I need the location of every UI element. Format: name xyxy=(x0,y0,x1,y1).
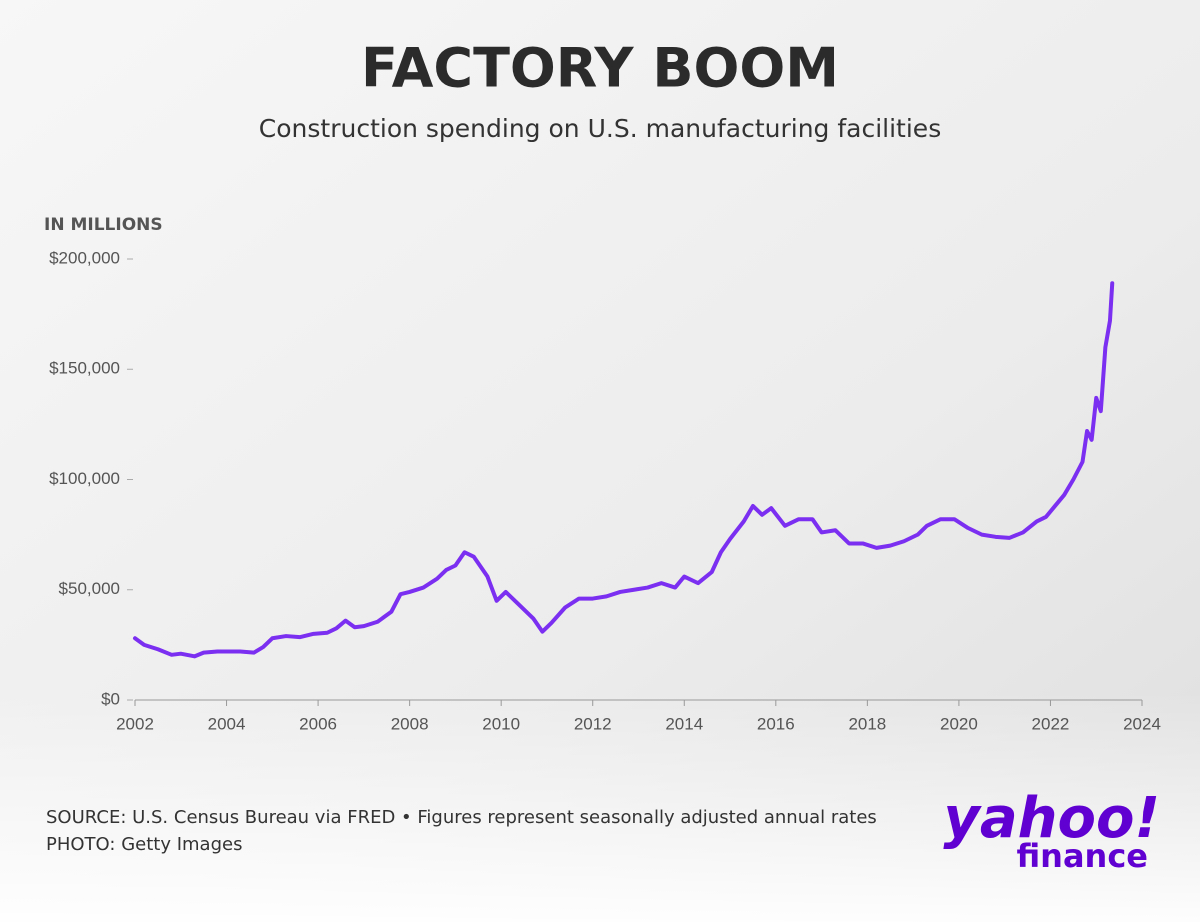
source-note: SOURCE: U.S. Census Bureau via FRED • Fi… xyxy=(46,807,877,828)
y-tick-label: $100,000 xyxy=(49,469,120,488)
x-tick-label: 2006 xyxy=(299,714,337,733)
x-tick-label: 2016 xyxy=(757,714,795,733)
x-tick-label: 2020 xyxy=(940,714,978,733)
y-tick-label: $150,000 xyxy=(49,359,120,378)
x-tick-label: 2014 xyxy=(665,714,703,733)
chart-subtitle: Construction spending on U.S. manufactur… xyxy=(259,114,941,143)
logo-brand: yahoo! xyxy=(943,786,1160,851)
data-line xyxy=(133,281,1115,659)
chart-title: FACTORY BOOM xyxy=(361,37,839,100)
x-tick-label: 2024 xyxy=(1123,714,1161,733)
x-tick-label: 2004 xyxy=(208,714,246,733)
x-tick-label: 2012 xyxy=(574,714,612,733)
x-tick-label: 2018 xyxy=(848,714,886,733)
x-tick-label: 2008 xyxy=(391,714,429,733)
y-tick-label: $50,000 xyxy=(59,579,120,598)
y-axis-label: IN MILLIONS xyxy=(44,215,163,235)
logo-product: finance xyxy=(1016,837,1148,875)
y-tick-label: $0 xyxy=(101,689,120,708)
y-tick-label: $200,000 xyxy=(49,248,120,267)
x-tick-label: 2022 xyxy=(1032,714,1070,733)
photo-credit: PHOTO: Getty Images xyxy=(46,834,242,855)
x-tick-label: 2010 xyxy=(482,714,520,733)
x-tick-label: 2002 xyxy=(116,714,154,733)
